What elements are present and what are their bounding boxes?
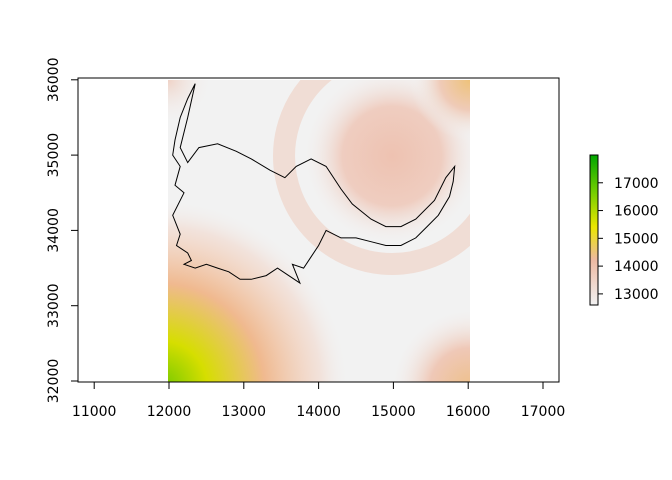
raster-image <box>168 80 470 382</box>
y-tick-label: 36000 <box>46 58 62 103</box>
legend-colorbar <box>589 154 599 306</box>
legend-tick-label: 16000 <box>614 204 659 220</box>
legend-tick-label: 15000 <box>614 231 659 247</box>
legend-tick-label: 14000 <box>614 259 659 275</box>
x-tick-label: 12000 <box>147 404 192 420</box>
x-tick-label: 14000 <box>296 404 341 420</box>
x-tick-label: 17000 <box>521 404 566 420</box>
y-tick-label: 35000 <box>46 133 62 178</box>
color-legend: 13000 14000 15000 16000 17000 <box>589 154 659 306</box>
x-tick-label: 16000 <box>446 404 491 420</box>
outline-polygon <box>172 83 456 285</box>
y-tick-label: 34000 <box>46 208 62 253</box>
legend-ticks: 13000 14000 15000 16000 17000 <box>598 176 659 303</box>
x-axis: 11000 12000 13000 14000 15000 16000 17000 <box>72 381 566 420</box>
legend-tick-label: 13000 <box>614 287 659 303</box>
x-tick-label: 13000 <box>222 404 267 420</box>
y-tick-label: 32000 <box>46 359 62 404</box>
y-axis: 32000 33000 34000 35000 36000 <box>46 58 79 404</box>
y-tick-label: 33000 <box>46 283 62 328</box>
legend-tick-label: 17000 <box>614 176 659 192</box>
x-tick-label: 15000 <box>371 404 416 420</box>
x-tick-label: 11000 <box>72 404 117 420</box>
